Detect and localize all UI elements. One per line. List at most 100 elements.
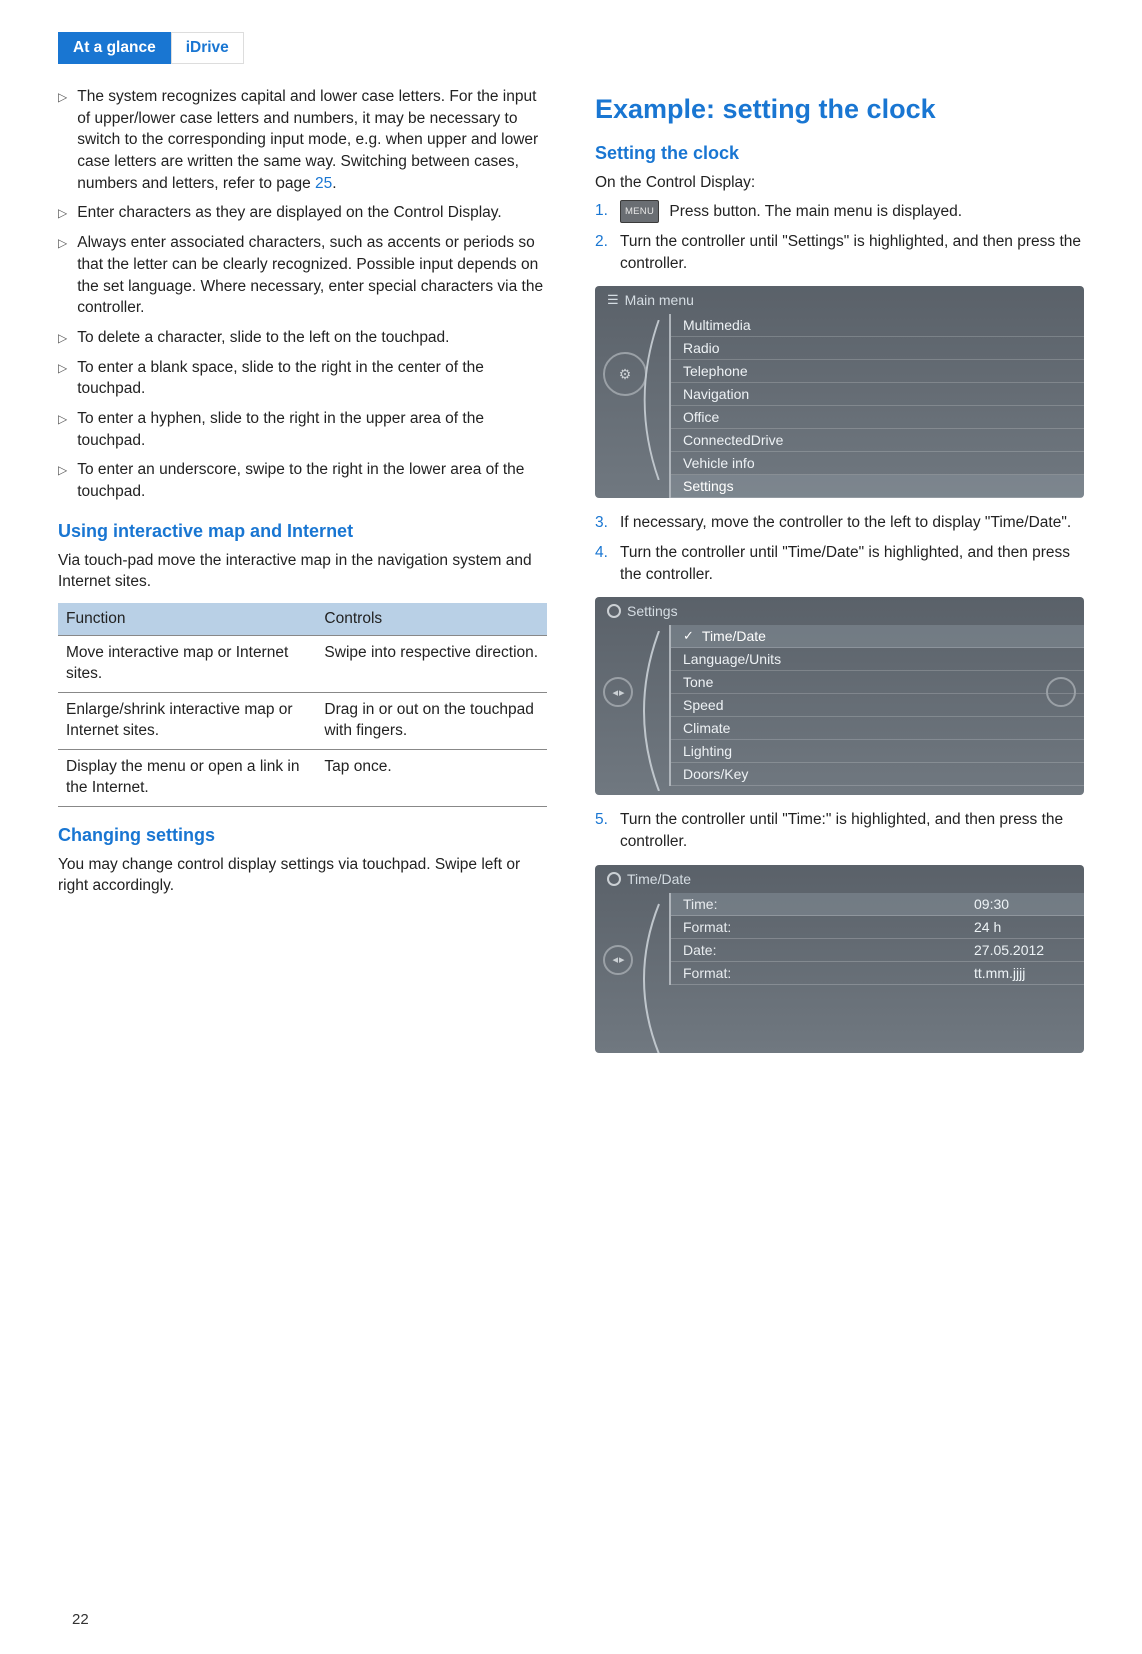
right-column: Example: setting the clock Setting the c…	[595, 86, 1084, 1067]
gear-icon	[607, 604, 621, 618]
menu-item: Climate	[671, 717, 1084, 740]
page-number: 22	[72, 1611, 89, 1628]
bullet-item: ▷To enter an underscore, swipe to the ri…	[58, 459, 547, 502]
menu-item: ConnectedDrive	[671, 429, 1084, 452]
th-controls: Controls	[316, 603, 547, 636]
tab-at-a-glance: At a glance	[58, 32, 171, 64]
para-changing-settings: You may change control display settings …	[58, 854, 547, 897]
bullet-text: Enter characters as they are displayed o…	[77, 202, 501, 224]
check-icon: ✓	[683, 628, 694, 644]
step-4: 4.Turn the controller until "Time/Date" …	[595, 542, 1084, 585]
step-1-text: Press button. The main menu is displayed…	[665, 202, 962, 219]
function-table: Function Controls Move interactive map o…	[58, 603, 547, 807]
steps-list: 1. MENU Press button. The main menu is d…	[595, 200, 1084, 275]
kv-key: Time:	[683, 896, 974, 912]
heading-changing-settings: Changing settings	[58, 825, 547, 846]
heading-interactive-map: Using interactive map and Internet	[58, 521, 547, 542]
triangle-icon: ▷	[58, 205, 67, 224]
menu-item: Tone	[671, 671, 1084, 694]
table-cell: Swipe into respective direction.	[316, 636, 547, 693]
th-function: Function	[58, 603, 316, 636]
heading-example: Example: setting the clock	[595, 94, 1084, 125]
bullet-item: ▷To enter a hyphen, slide to the right i…	[58, 408, 547, 451]
menu-item: Telephone	[671, 360, 1084, 383]
screenshot-settings: Settings ◂ ▸ ✓Time/DateLanguage/UnitsTon…	[595, 597, 1084, 795]
bullet-text: To enter an underscore, swipe to the rig…	[77, 459, 547, 502]
steps-list-3: 5.Turn the controller until "Time:" is h…	[595, 809, 1084, 852]
bullet-text: To enter a hyphen, slide to the right in…	[77, 408, 547, 451]
menu-item: Radio	[671, 337, 1084, 360]
screen2-title: Settings	[627, 603, 678, 619]
bullet-list: ▷The system recognizes capital and lower…	[58, 86, 547, 503]
gear-icon	[607, 872, 621, 886]
step-3-text: If necessary, move the controller to the…	[620, 512, 1071, 534]
kv-value: 24 h	[974, 919, 1074, 935]
menu-item: ✓Time/Date	[671, 625, 1084, 648]
kv-value: 27.05.2012	[974, 942, 1074, 958]
triangle-icon: ▷	[58, 89, 67, 194]
menu-item: Language/Units	[671, 648, 1084, 671]
kv-row: Format:tt.mm.jjjj	[671, 962, 1084, 985]
bullet-item: ▷To enter a blank space, slide to the ri…	[58, 357, 547, 400]
table-row: Display the menu or open a link in the I…	[58, 749, 547, 806]
kv-row: Date:27.05.2012	[671, 939, 1084, 962]
step-5-text: Turn the controller until "Time:" is hig…	[620, 809, 1084, 852]
kv-key: Format:	[683, 919, 974, 935]
bullet-item: ▷Always enter associated characters, suc…	[58, 232, 547, 319]
step-3: 3.If necessary, move the controller to t…	[595, 512, 1084, 534]
triangle-icon: ▷	[58, 330, 67, 349]
menu-item: Doors/Key	[671, 763, 1084, 786]
menu-item: Speed	[671, 694, 1084, 717]
triangle-icon: ▷	[58, 462, 67, 502]
triangle-icon: ▷	[58, 235, 67, 319]
left-column: ▷The system recognizes capital and lower…	[58, 86, 547, 1067]
screenshot-main-menu: ☰Main menu ⚙ MultimediaRadioTelephoneNav…	[595, 286, 1084, 498]
para-interactive-map: Via touch-pad move the interactive map i…	[58, 550, 547, 593]
nav-left-icon: ◂ ▸	[603, 945, 633, 975]
screenshot-time-date: Time/Date ◂ ▸ Time:09:30Format:24 hDate:…	[595, 865, 1084, 1053]
bullet-text: The system recognizes capital and lower …	[77, 86, 547, 194]
table-row: Enlarge/shrink interactive map or Intern…	[58, 692, 547, 749]
menu-item: Lighting	[671, 740, 1084, 763]
bullet-text: To enter a blank space, slide to the rig…	[77, 357, 547, 400]
menu-button-icon: MENU	[620, 200, 659, 223]
kv-value: tt.mm.jjjj	[974, 965, 1074, 981]
breadcrumb-tabs: At a glance iDrive	[58, 32, 1084, 64]
menu-item: Settings	[671, 475, 1084, 498]
step-2-text: Turn the controller until "Settings" is …	[620, 231, 1084, 274]
menu-item: Multimedia	[671, 314, 1084, 337]
nav-left-icon: ◂ ▸	[603, 677, 633, 707]
menu-item: Navigation	[671, 383, 1084, 406]
triangle-icon: ▷	[58, 360, 67, 400]
table-cell: Display the menu or open a link in the I…	[58, 749, 316, 806]
triangle-icon: ▷	[58, 411, 67, 451]
bullet-item: ▷ To delete a character, slide to the lef…	[58, 327, 547, 349]
step-4-text: Turn the controller until "Time/Date" is…	[620, 542, 1084, 585]
tab-idrive: iDrive	[171, 32, 244, 64]
page-ref-link[interactable]: 25	[315, 175, 332, 192]
menu-item: Office	[671, 406, 1084, 429]
table-row: Move interactive map or Internet sites.S…	[58, 636, 547, 693]
bullet-text: To delete a character, slide to the left…	[77, 327, 449, 349]
table-cell: Tap once.	[316, 749, 547, 806]
kv-value: 09:30	[974, 896, 1074, 912]
step-1: 1. MENU Press button. The main menu is d…	[595, 200, 1084, 223]
kv-row: Format:24 h	[671, 916, 1084, 939]
bullet-item: ▷ Enter characters as they are displayed …	[58, 202, 547, 224]
table-cell: Drag in or out on the touchpad with fing…	[316, 692, 547, 749]
step-5: 5.Turn the controller until "Time:" is h…	[595, 809, 1084, 852]
step-2: 2.Turn the controller until "Settings" i…	[595, 231, 1084, 274]
kv-key: Format:	[683, 965, 974, 981]
menu-item: Vehicle info	[671, 452, 1084, 475]
table-cell: Enlarge/shrink interactive map or Intern…	[58, 692, 316, 749]
kv-row: Time:09:30	[671, 893, 1084, 916]
kv-key: Date:	[683, 942, 974, 958]
screen1-title: Main menu	[625, 292, 694, 308]
screen3-title: Time/Date	[627, 871, 691, 887]
gear-icon: ⚙	[603, 352, 647, 396]
steps-list-2: 3.If necessary, move the controller to t…	[595, 512, 1084, 585]
bullet-item: ▷The system recognizes capital and lower…	[58, 86, 547, 194]
para-intro: On the Control Display:	[595, 172, 1084, 194]
table-cell: Move interactive map or Internet sites.	[58, 636, 316, 693]
heading-setting-clock: Setting the clock	[595, 143, 1084, 164]
